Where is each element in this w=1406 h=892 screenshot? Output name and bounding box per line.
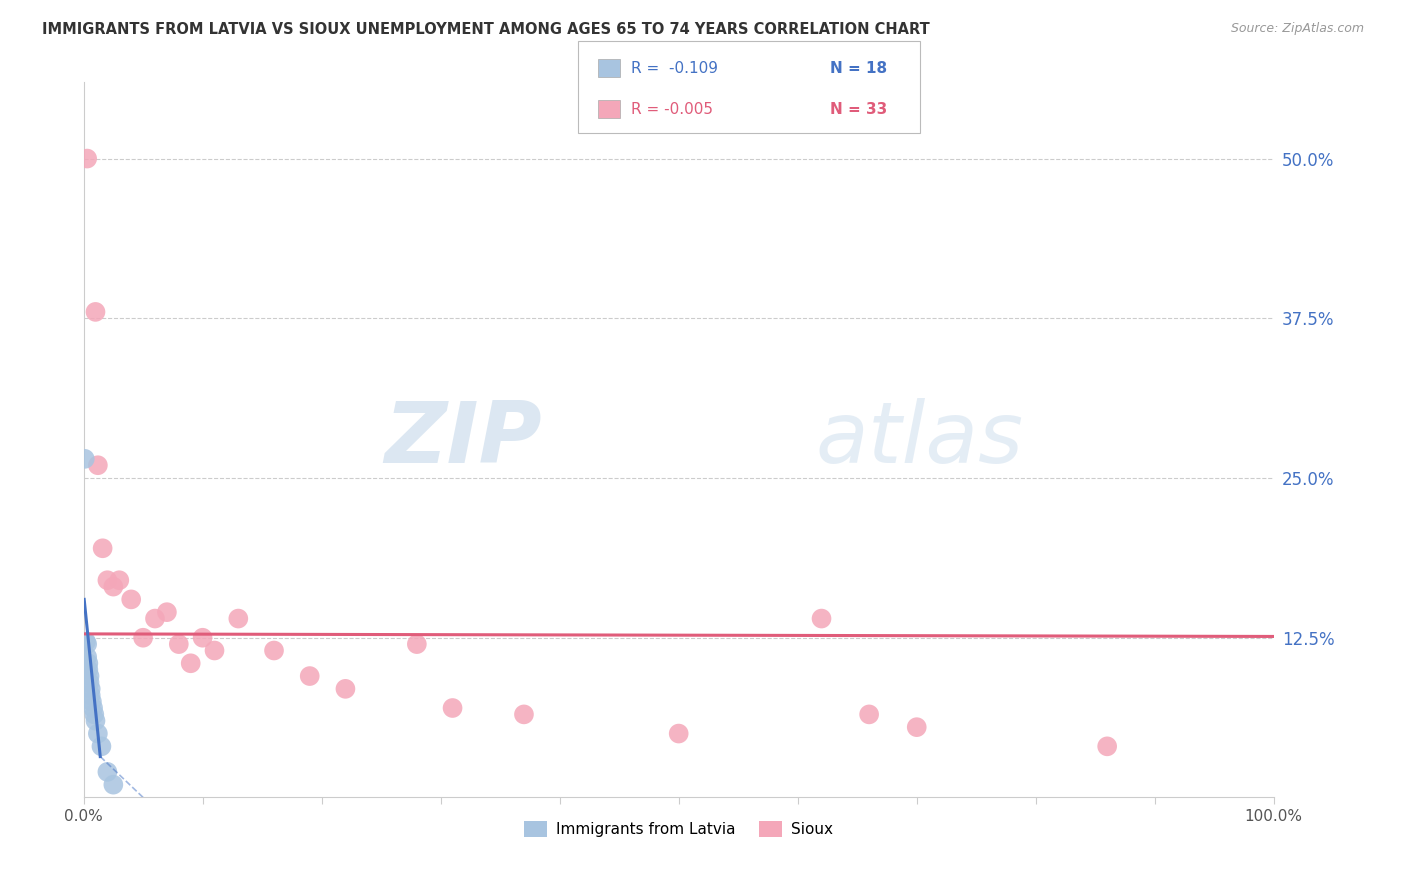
Point (143, 611, 166, 625)
Text: ZIP: ZIP (384, 398, 541, 481)
Point (96, 573, 118, 587)
Text: atlas: atlas (815, 398, 1024, 481)
Text: R =  -0.109: R = -0.109 (631, 61, 718, 76)
Text: N = 33: N = 33 (830, 102, 887, 117)
Point (108, 573, 131, 587)
Point (204, 643, 226, 657)
Point (335, 681, 357, 696)
Point (82, 701, 104, 715)
Point (91, 541, 114, 556)
Point (513, 707, 536, 722)
Point (103, 580, 125, 594)
Point (77, 663, 100, 677)
Text: IMMIGRANTS FROM LATVIA VS SIOUX UNEMPLOYMENT AMONG AGES 65 TO 74 YEARS CORRELATI: IMMIGRANTS FROM LATVIA VS SIOUX UNEMPLOY… (42, 22, 929, 37)
Point (73, 451, 96, 466)
Point (156, 605, 179, 619)
Point (79, 669, 101, 683)
Point (226, 611, 249, 625)
Point (263, 643, 285, 657)
Point (84, 714, 107, 728)
Point (80, 681, 103, 696)
Point (120, 592, 142, 607)
Point (83, 707, 105, 722)
Point (76, 649, 98, 664)
Text: R = -0.005: R = -0.005 (631, 102, 713, 117)
Point (858, 707, 880, 722)
Point (905, 720, 928, 734)
Point (90, 739, 112, 754)
Point (167, 637, 190, 651)
Point (87, 726, 110, 740)
Point (103, 778, 125, 792)
Point (77, 657, 100, 671)
Text: Source: ZipAtlas.com: Source: ZipAtlas.com (1230, 22, 1364, 36)
Point (668, 726, 690, 740)
Legend: Immigrants from Latvia, Sioux: Immigrants from Latvia, Sioux (519, 815, 839, 844)
Text: N = 18: N = 18 (830, 61, 887, 76)
Point (87, 458, 110, 473)
Point (441, 701, 464, 715)
Point (180, 657, 202, 671)
Point (191, 631, 214, 645)
Point (76, 637, 98, 651)
Point (75, 634, 97, 648)
Point (79, 675, 101, 690)
Point (84, 305, 107, 319)
Point (405, 637, 427, 651)
Point (1095, 739, 1118, 754)
Point (76, 152, 98, 166)
Point (298, 669, 321, 683)
Point (80, 688, 103, 702)
Point (80, 695, 103, 709)
Point (132, 631, 155, 645)
Point (810, 611, 832, 625)
Point (96, 764, 118, 779)
